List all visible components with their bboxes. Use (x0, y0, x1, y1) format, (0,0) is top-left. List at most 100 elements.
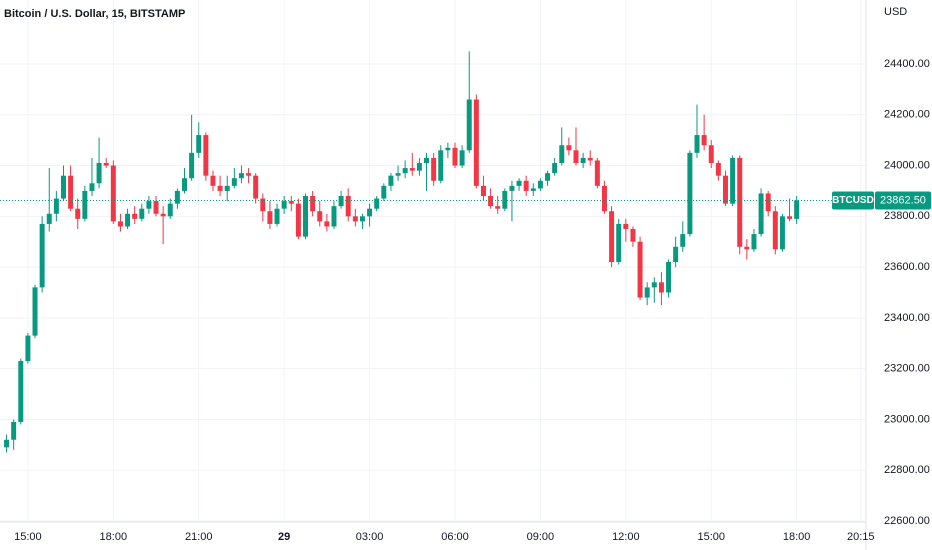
candle-body (18, 361, 24, 422)
x-tick-label: 18:00 (100, 531, 128, 543)
x-tick-label: 06:00 (441, 531, 469, 543)
candle-body (651, 282, 657, 288)
candle-body (416, 162, 422, 171)
candle-body (772, 211, 778, 250)
candle-body (708, 145, 714, 163)
candle-body (680, 234, 686, 247)
grid (0, 0, 865, 522)
candle-body (381, 185, 387, 199)
candle-body (110, 165, 116, 222)
candle-body (367, 208, 373, 217)
candle-body (452, 147, 458, 166)
candle-body (438, 150, 444, 181)
candle-body (637, 241, 643, 298)
candle-body (794, 200, 800, 219)
candle-body (594, 160, 600, 186)
y-tick-label: 23800.00 (884, 210, 930, 222)
candle-body (139, 208, 145, 219)
candle-body (552, 162, 558, 174)
candle-body (495, 206, 501, 209)
candle-body (295, 203, 301, 237)
candle-body (666, 262, 672, 293)
candle-body (103, 162, 109, 166)
candle-body (274, 208, 280, 224)
x-tick-label: 21:00 (185, 531, 213, 543)
symbol-label: BTCUSD (832, 195, 874, 206)
candle-body (459, 150, 465, 166)
axes: 22600.00 22800.00 23000.00 23200.00 23400.00… (14, 58, 931, 543)
candle-body (523, 180, 529, 191)
candle-body (238, 173, 244, 179)
candle-body (673, 246, 679, 263)
candle-body (566, 145, 572, 151)
candle-body (317, 211, 323, 222)
candle-body (338, 196, 344, 207)
y-tick-label: 22600.00 (884, 515, 930, 527)
candle-body (146, 201, 152, 209)
candle-body (246, 173, 252, 176)
candle-body (701, 135, 707, 146)
symbol-badge (832, 191, 874, 210)
candle-body (644, 287, 650, 298)
candle-body (751, 234, 757, 250)
candle-body (231, 178, 237, 186)
y-tick-label: 23600.00 (884, 261, 930, 273)
candle-body (388, 175, 394, 186)
candle-body (39, 223, 45, 288)
candle-body (345, 196, 351, 217)
price-badge (875, 191, 931, 210)
candle-body (331, 206, 337, 227)
x-tick-label: 15:00 (697, 531, 725, 543)
y-tick-label: 24200.00 (884, 109, 930, 121)
candle-body (545, 173, 551, 181)
y-tick-label: 23400.00 (884, 312, 930, 324)
candle-body (609, 211, 615, 263)
candle-body (730, 157, 736, 204)
candles (0, 51, 865, 453)
candle-body (587, 157, 593, 161)
candle-body (431, 157, 437, 181)
y-tick-label: 23000.00 (884, 413, 930, 425)
candle-body (303, 196, 309, 237)
candle-body (53, 198, 59, 214)
candle-body (324, 221, 330, 227)
candle-body (310, 196, 316, 212)
candle-body (89, 183, 95, 191)
candle-body (374, 198, 380, 209)
candle-body (46, 213, 52, 224)
candle-body (530, 188, 536, 191)
x-tick-label: 12:00 (612, 531, 640, 543)
x-tick-label: 29 (278, 531, 290, 543)
y-tick-label: 22800.00 (884, 464, 930, 476)
candle-body (395, 173, 401, 176)
candle-body (4, 439, 10, 448)
candle-body (722, 175, 728, 204)
candle-body (424, 157, 430, 163)
candle-body (488, 196, 494, 207)
x-tick-label: 09:00 (527, 531, 555, 543)
chart-title: Bitcoin / U.S. Dollar, 15, BITSTAMP (4, 8, 185, 20)
x-tick-label: 20:15 (847, 531, 875, 543)
candle-body (210, 175, 216, 186)
candle-body (11, 421, 17, 440)
candle-body (75, 208, 81, 219)
candle-body (125, 213, 131, 227)
x-tick-label: 03:00 (356, 531, 384, 543)
candle-body (509, 185, 515, 191)
y-tick-label: 23200.00 (884, 363, 930, 375)
candle-body (96, 162, 102, 184)
candle-body (445, 147, 451, 151)
price-label: 23862.50 (880, 194, 926, 206)
candle-body (466, 99, 472, 151)
candle-body (217, 185, 223, 191)
candle-body (601, 185, 607, 212)
candle-body (167, 203, 173, 217)
x-tick-label: 18:00 (783, 531, 811, 543)
candle-body (352, 216, 358, 222)
axis-unit: USD (884, 6, 907, 18)
candle-body (359, 216, 365, 222)
candle-body (61, 175, 66, 199)
candle-body (160, 213, 166, 217)
candle-body (737, 157, 743, 247)
candle-body (253, 175, 259, 199)
